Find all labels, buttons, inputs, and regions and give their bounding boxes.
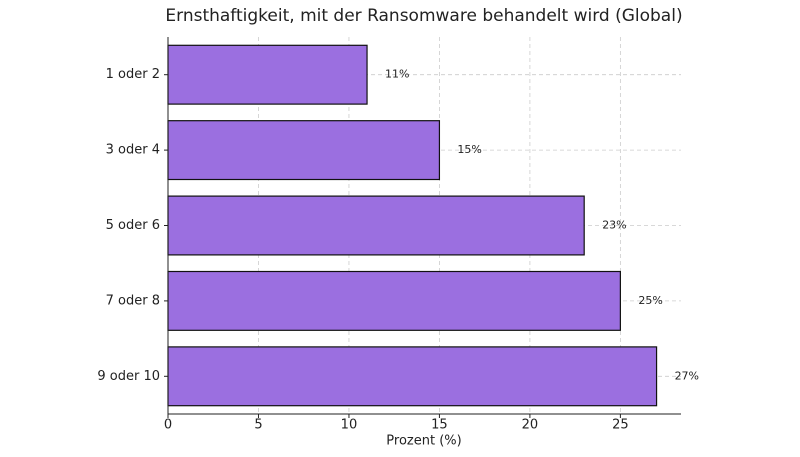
y-tick-label: 1 oder 2 bbox=[106, 67, 160, 82]
value-label: 23% bbox=[602, 219, 626, 232]
value-label: 25% bbox=[638, 294, 662, 307]
value-label: 27% bbox=[675, 369, 699, 382]
x-tick-label: 0 bbox=[164, 418, 172, 433]
y-tick-label: 9 oder 10 bbox=[97, 369, 160, 384]
bar bbox=[167, 44, 368, 105]
x-tick-label: 5 bbox=[254, 418, 262, 433]
x-axis-label: Prozent (%) bbox=[386, 434, 461, 449]
y-tick-label: 3 oder 4 bbox=[106, 143, 160, 158]
y-tick-label: 7 oder 8 bbox=[106, 293, 160, 308]
bar bbox=[167, 270, 621, 331]
chart-title: Ernsthaftigkeit, mit der Ransomware beha… bbox=[165, 6, 682, 26]
x-tick-label: 25 bbox=[612, 418, 629, 433]
bar bbox=[167, 195, 585, 256]
y-tick-label: 5 oder 6 bbox=[106, 218, 160, 233]
bar bbox=[167, 120, 441, 181]
value-label: 15% bbox=[457, 143, 481, 156]
x-tick-label: 15 bbox=[431, 418, 448, 433]
x-tick-label: 20 bbox=[522, 418, 539, 433]
x-tick-label: 10 bbox=[341, 418, 358, 433]
value-label: 11% bbox=[385, 68, 409, 81]
bar bbox=[167, 346, 658, 407]
